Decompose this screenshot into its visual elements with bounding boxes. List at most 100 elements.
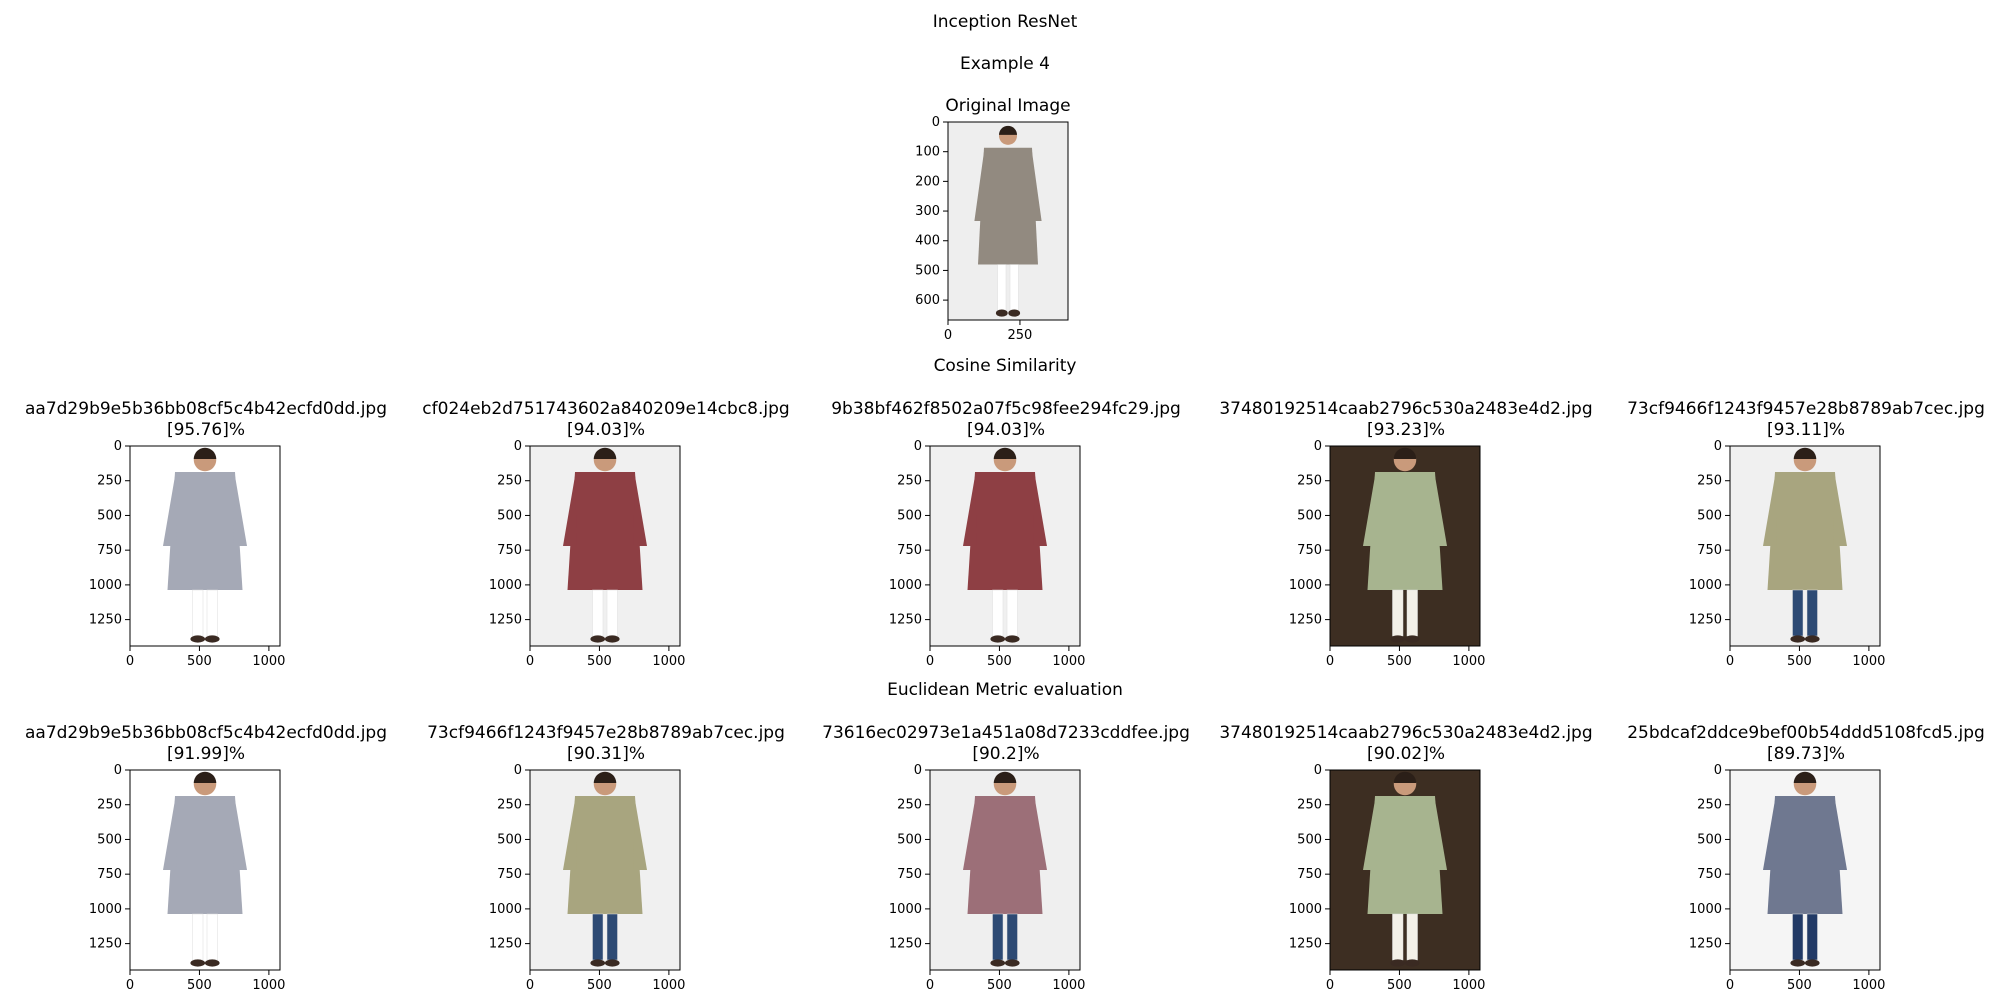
y-tick-label: 500 bbox=[497, 832, 522, 847]
y-tick-label: 0 bbox=[932, 115, 940, 130]
leg-left bbox=[592, 589, 604, 637]
shoe-right bbox=[204, 635, 220, 643]
x-tick-label: 1000 bbox=[252, 978, 285, 993]
y-tick-label: 0 bbox=[514, 763, 522, 778]
x-tick-label: 0 bbox=[1726, 978, 1734, 993]
image-content bbox=[1730, 770, 1880, 970]
leg-left bbox=[1392, 589, 1404, 637]
cosine-result-title: 37480192514caab2796c530a2483e4d2.jpg [93.… bbox=[1219, 399, 1592, 441]
sleeve-right bbox=[1033, 800, 1047, 870]
y-tick-label: 750 bbox=[1697, 543, 1722, 558]
x-tick-label: 1000 bbox=[252, 654, 285, 669]
x-tick-label: 1000 bbox=[1852, 654, 1885, 669]
person-hair bbox=[593, 447, 617, 459]
y-tick-label: 500 bbox=[497, 508, 522, 523]
axes-frame bbox=[1329, 445, 1481, 647]
euclidean-result-image-panel: 0 250 500 750 1000 1250 0 500 1000 bbox=[476, 763, 716, 1007]
garment bbox=[567, 472, 643, 590]
leg-right bbox=[1006, 589, 1018, 637]
sleeve-right bbox=[633, 800, 647, 870]
result-image-axes: 0 250 500 750 1000 1250 0 500 1000 bbox=[889, 763, 1086, 993]
result-filename: 9b38bf462f8502a07f5c98fee294fc29.jpg bbox=[831, 399, 1181, 419]
result-image-axes: 0 250 500 750 1000 1250 0 500 1000 bbox=[889, 439, 1086, 669]
y-tick-label: 750 bbox=[497, 867, 522, 882]
y-tick-label: 0 bbox=[514, 439, 522, 454]
y-tick-label: 100 bbox=[915, 145, 940, 160]
euclidean-result-image-panel: 0 250 500 750 1000 1250 0 500 1000 bbox=[1676, 763, 1916, 1007]
axes-frame bbox=[929, 769, 1081, 971]
cosine-result-title: cf024eb2d751743602a840209e14cbc8.jpg [94.… bbox=[422, 399, 789, 441]
cosine-result-title: 9b38bf462f8502a07f5c98fee294fc29.jpg [94.… bbox=[831, 399, 1181, 441]
shoe-right bbox=[1804, 635, 1820, 643]
garment bbox=[167, 472, 243, 590]
sleeve-left bbox=[163, 476, 177, 546]
leg-left bbox=[997, 264, 1007, 311]
result-filename: 37480192514caab2796c530a2483e4d2.jpg bbox=[1219, 723, 1593, 743]
cosine-result-title: 73cf9466f1243f9457e28b8789ab7cec.jpg [93.… bbox=[1627, 399, 1985, 441]
euclidean-result-title: aa7d29b9e5b36bb08cf5c4b42ecfd0dd.jpg [91.… bbox=[25, 723, 387, 765]
shoe-left bbox=[190, 959, 206, 967]
x-tick-label: 500 bbox=[1787, 978, 1812, 993]
image-content bbox=[530, 446, 680, 646]
y-tick-label: 1250 bbox=[489, 613, 522, 628]
leg-left bbox=[1792, 913, 1804, 961]
result-filename: 73cf9466f1243f9457e28b8789ab7cec.jpg bbox=[427, 723, 785, 743]
euclidean-result-title: 73cf9466f1243f9457e28b8789ab7cec.jpg [90.… bbox=[427, 723, 785, 765]
garment bbox=[978, 147, 1038, 265]
garment bbox=[567, 796, 643, 914]
x-tick-label: 0 bbox=[926, 978, 934, 993]
x-tick-label: 500 bbox=[987, 978, 1012, 993]
garment bbox=[967, 472, 1043, 590]
image-content bbox=[130, 770, 280, 970]
result-image-axes: 0 250 500 750 1000 1250 0 500 1000 bbox=[89, 763, 286, 993]
x-tick-label: 1000 bbox=[1452, 978, 1485, 993]
result-score: [94.03]% bbox=[566, 420, 646, 440]
y-tick-label: 750 bbox=[1697, 867, 1722, 882]
y-tick-label: 750 bbox=[897, 867, 922, 882]
result-image-axes: 0 250 500 750 1000 1250 0 500 1000 bbox=[1289, 763, 1486, 993]
y-tick-label: 1000 bbox=[1689, 902, 1722, 917]
y-tick-label: 500 bbox=[897, 832, 922, 847]
euclidean-result-image-panel: 0 250 500 750 1000 1250 0 500 1000 bbox=[876, 763, 1116, 1007]
person-hair bbox=[1793, 771, 1817, 783]
person-hair bbox=[1393, 447, 1417, 459]
leg-left bbox=[1392, 913, 1404, 961]
shoe-left bbox=[990, 959, 1006, 967]
result-filename: 73cf9466f1243f9457e28b8789ab7cec.jpg bbox=[1627, 399, 1985, 419]
x-tick-label: 0 bbox=[944, 328, 952, 343]
x-tick-label: 0 bbox=[126, 654, 134, 669]
y-tick-label: 400 bbox=[915, 234, 940, 249]
shoe-left bbox=[1390, 959, 1406, 967]
leg-right bbox=[1806, 913, 1818, 961]
original-image-axes: 0 100 200 300 400 500 600 0 250 bbox=[915, 115, 1069, 343]
x-tick-label: 1000 bbox=[1452, 654, 1485, 669]
image-content bbox=[930, 770, 1080, 970]
sleeve-left bbox=[963, 476, 977, 546]
example-label: Example 4 bbox=[960, 54, 1050, 74]
y-tick-label: 1250 bbox=[489, 937, 522, 952]
axes-frame bbox=[129, 445, 281, 647]
y-tick-label: 300 bbox=[915, 204, 940, 219]
y-tick-label: 500 bbox=[1297, 832, 1322, 847]
leg-right bbox=[1006, 913, 1018, 961]
y-tick-label: 500 bbox=[97, 832, 122, 847]
shoe-right bbox=[1404, 635, 1420, 643]
person-hair bbox=[593, 771, 617, 783]
x-tick-label: 500 bbox=[587, 978, 612, 993]
y-tick-label: 250 bbox=[1297, 798, 1322, 813]
axes-frame bbox=[1729, 445, 1881, 647]
x-tick-label: 500 bbox=[1387, 978, 1412, 993]
original-image-title: Original Image bbox=[945, 96, 1071, 116]
euclidean-result-title: 25bdcaf2ddce9bef00b54ddd5108fcd5.jpg [89.… bbox=[1627, 723, 1985, 765]
y-tick-label: 250 bbox=[1697, 474, 1722, 489]
y-tick-label: 1000 bbox=[889, 902, 922, 917]
shoe-left bbox=[1390, 635, 1406, 643]
leg-right bbox=[206, 913, 218, 961]
y-tick-label: 1250 bbox=[1289, 937, 1322, 952]
leg-left bbox=[192, 589, 204, 637]
result-image-axes: 0 250 500 750 1000 1250 0 500 1000 bbox=[1689, 439, 1886, 669]
result-score: [89.73]% bbox=[1766, 744, 1846, 764]
y-tick-label: 750 bbox=[897, 543, 922, 558]
y-tick-label: 0 bbox=[1314, 763, 1322, 778]
